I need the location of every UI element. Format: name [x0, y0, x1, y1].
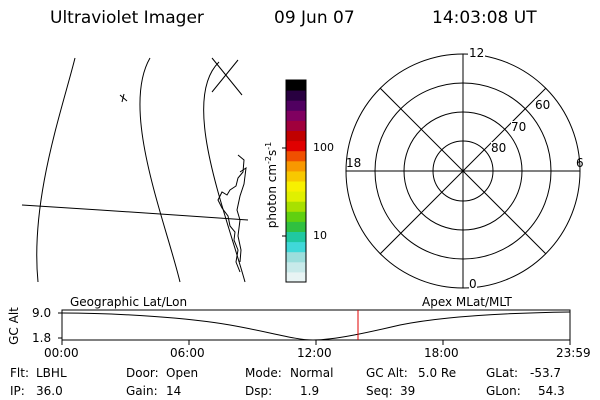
info-gain-label: Gain:: [126, 384, 158, 398]
app-title: Ultraviolet Imager: [50, 8, 204, 28]
info-glat-label: GLat:: [486, 366, 519, 380]
colorbar-swatches: [286, 80, 306, 283]
colorbar-swatch: [286, 191, 306, 202]
polar-label-70: 70: [511, 120, 527, 134]
timeline-x-tick-label: 00:00: [44, 346, 79, 360]
colorbar-swatch: [286, 110, 306, 121]
polar-label-60: 60: [535, 98, 551, 112]
timeline-x-tick-label: 23:59: [556, 346, 591, 360]
colorbar-swatch: [286, 90, 306, 101]
polar-label-6: 6: [576, 156, 584, 170]
map-lat-line: [203, 61, 246, 283]
info-dsp-label: Dsp:: [245, 384, 273, 398]
timeline-x-tick-label: 06:00: [170, 346, 205, 360]
colorbar-swatch: [286, 120, 306, 131]
satellite-mark-icon: [119, 93, 128, 103]
timeline-y-axis-label: GC Alt: [7, 307, 21, 345]
polar-label-0: 0: [469, 277, 477, 291]
info-glat-value: -53.7: [530, 366, 562, 380]
date-label: 09 Jun 07: [274, 8, 355, 28]
info-dsp-value: 1.9: [300, 384, 320, 398]
timeline-left-label: Geographic Lat/Lon: [70, 295, 188, 309]
colorbar-tick-label: 10: [313, 229, 327, 242]
info-glon-value: 54.3: [538, 384, 565, 398]
colorbar-swatch: [286, 231, 306, 243]
colorbar-tick-label: 100: [313, 141, 334, 154]
polar-label-12: 12: [468, 46, 486, 60]
colorbar-swatch: [286, 170, 306, 182]
info-seq-value: 39: [400, 384, 416, 398]
colorbar-swatch: [286, 241, 306, 253]
polar-label-80: 80: [491, 141, 507, 155]
info-glon-label: GLon:: [486, 384, 521, 398]
info-gain-value: 14: [166, 384, 182, 398]
colorbar-swatch: [286, 150, 306, 162]
colorbar-swatch: [286, 251, 306, 263]
colorbar-swatch: [286, 160, 306, 172]
info-gcalt-label: GC Alt:: [366, 366, 408, 380]
info-mode-label: Mode:: [245, 366, 282, 380]
info-mode-value: Normal: [290, 366, 334, 380]
timeline-y-tick-label: 9.0: [32, 306, 52, 320]
timeline-right-label: Apex MLat/MLT: [422, 295, 512, 309]
coastline: [236, 166, 247, 263]
altitude-curve: [61, 311, 571, 341]
map-lat-line: [139, 57, 181, 283]
map-lat-line: [36, 57, 76, 283]
polar-label-18: 18: [346, 156, 362, 170]
colorbar-swatch: [286, 100, 306, 111]
info-gcalt-value: 5.0 Re: [418, 366, 457, 380]
colorbar-swatch: [286, 261, 306, 273]
colorbar-swatch: [286, 80, 306, 91]
map-lon-line: [21, 204, 249, 221]
colorbar-swatch: [286, 201, 306, 212]
time-label: 14:03:08 UT: [432, 8, 537, 28]
colorbar-swatch: [286, 140, 306, 152]
info-door-label: Door:: [126, 366, 159, 380]
colorbar-swatch: [286, 211, 306, 222]
info-door-value: Open: [166, 366, 199, 380]
colorbar-swatch: [286, 271, 306, 283]
timeline-y-tick-label: 1.8: [32, 331, 52, 345]
coastline: [217, 154, 245, 273]
timeline-x-tick-label: 12:00: [297, 346, 332, 360]
info-seq-label: Seq:: [366, 384, 393, 398]
polar-diagonal: [379, 87, 547, 255]
colorbar-frame: [285, 79, 307, 283]
timeline-x-tick-label: 18:00: [424, 346, 459, 360]
map-cross-marker: [211, 57, 243, 96]
colorbar-swatch: [286, 181, 306, 192]
colorbar-swatch: [286, 130, 306, 142]
info-flt-value: LBHL: [36, 366, 67, 380]
info-ip-label: IP:: [10, 384, 25, 398]
colorbar-swatch: [286, 221, 306, 232]
info-flt-label: Flt:: [10, 366, 29, 380]
info-ip-value: 36.0: [36, 384, 63, 398]
